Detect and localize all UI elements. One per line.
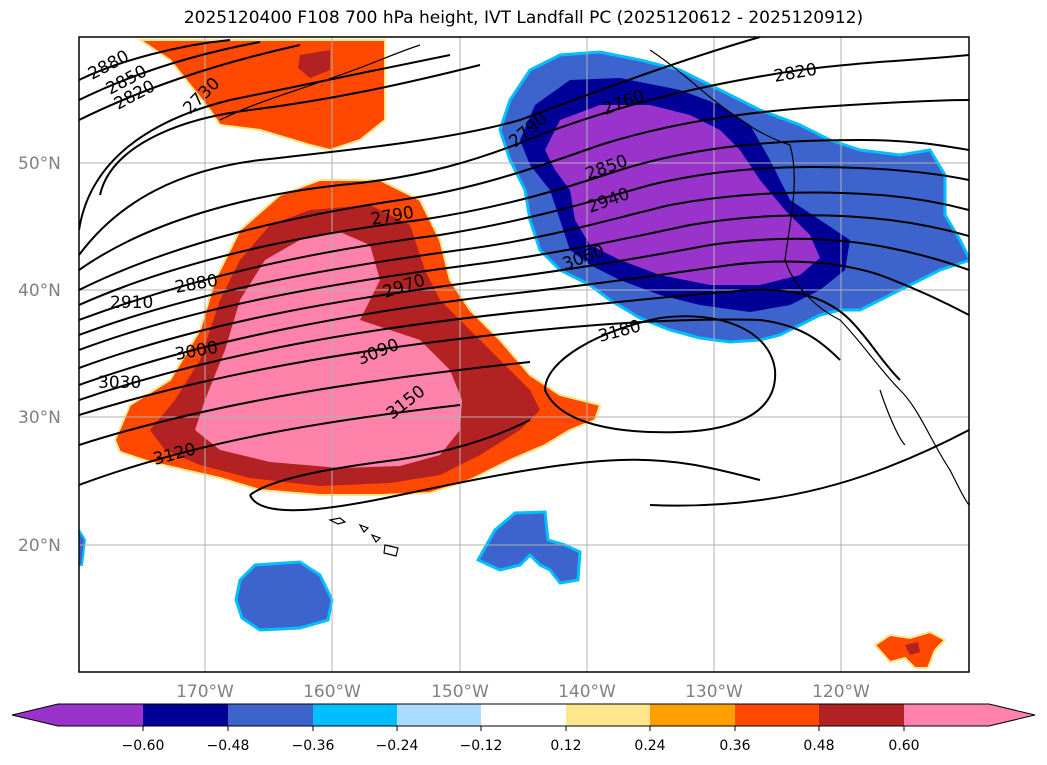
colorbar-tick-label: 0.12 bbox=[550, 738, 581, 754]
colorbar-tick-label: 0.48 bbox=[803, 738, 834, 754]
colorbar-tick-label: 0.36 bbox=[719, 738, 750, 754]
map-frame bbox=[78, 36, 970, 673]
colorbar-max-extend bbox=[989, 704, 1035, 726]
latitude-labels: 50°N 40°N 30°N 20°N bbox=[18, 154, 61, 556]
lon-label: 160°W bbox=[303, 682, 361, 702]
lon-label: 120°W bbox=[812, 682, 870, 702]
colorbar-tick-label: −0.48 bbox=[207, 738, 250, 754]
colorbar-min-extend bbox=[12, 704, 58, 726]
colorbar-tick-label: 0.24 bbox=[634, 738, 665, 754]
contour-label: 2910 bbox=[110, 293, 153, 313]
colorbar: −0.60 −0.48 −0.36 −0.24 −0.12 0.12 0.24 … bbox=[11, 703, 1036, 754]
colorbar-tick-label: −0.24 bbox=[376, 738, 419, 754]
lon-label: 170°W bbox=[176, 682, 234, 702]
ivt-positive-region-north bbox=[136, 39, 386, 152]
colorbar-tick-label: −0.12 bbox=[460, 738, 503, 754]
height-contours bbox=[79, 37, 969, 512]
contour-label: 2820 bbox=[772, 60, 818, 87]
colorbar-tick-label: −0.60 bbox=[122, 738, 165, 754]
contour-label: 3030 bbox=[98, 373, 141, 393]
map-area: 2880 2850 2820 2730 2760 2790 2850 2940 … bbox=[79, 37, 969, 672]
lon-label: 140°W bbox=[558, 682, 616, 702]
lat-label: 30°N bbox=[18, 408, 61, 428]
longitude-labels: 170°W 160°W 150°W 140°W 130°W 120°W bbox=[176, 682, 870, 702]
lon-label: 150°W bbox=[431, 682, 489, 702]
lon-label: 130°W bbox=[685, 682, 743, 702]
ivt-negative-region-small bbox=[79, 510, 582, 632]
map-title: 2025120400 F108 700 hPa height, IVT Land… bbox=[183, 8, 864, 28]
ivt-positive-region-south bbox=[873, 630, 947, 669]
coastlines bbox=[219, 44, 969, 557]
graticule bbox=[79, 37, 969, 672]
colorbar-tick-label: 0.60 bbox=[888, 738, 919, 754]
lat-label: 50°N bbox=[18, 154, 61, 174]
colorbar-tick-label: −0.36 bbox=[292, 738, 335, 754]
lat-label: 40°N bbox=[18, 281, 61, 301]
ivt-positive-region-central bbox=[113, 179, 602, 496]
lat-label: 20°N bbox=[18, 536, 61, 556]
contour-label: 3180 bbox=[596, 316, 643, 347]
